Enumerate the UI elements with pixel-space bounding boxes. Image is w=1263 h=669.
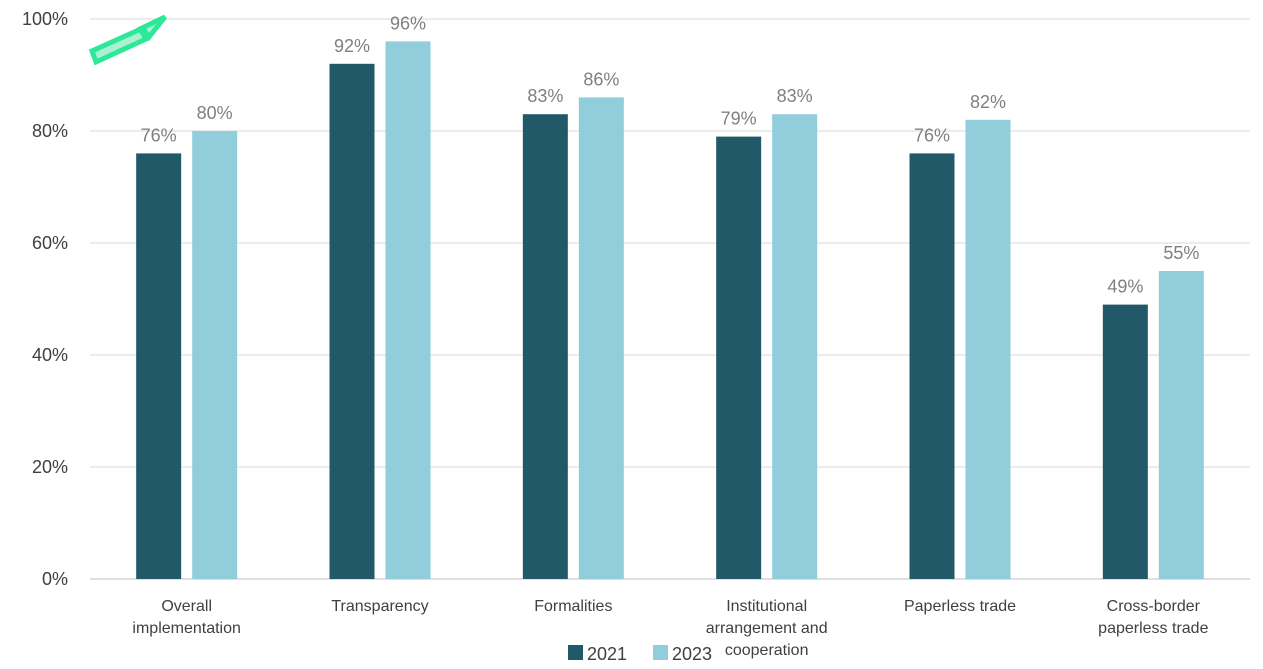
gridlines xyxy=(90,18,1250,580)
bar-2023-4 xyxy=(965,119,1011,580)
legend-swatch-2021 xyxy=(568,645,583,660)
data-label-2023-2: 86% xyxy=(583,69,619,89)
bar-2021-5 xyxy=(1102,304,1148,579)
y-tick-label: 100% xyxy=(22,9,68,29)
bars xyxy=(136,41,1204,580)
data-label-2021-4: 76% xyxy=(914,125,950,145)
bar-2023-3 xyxy=(772,114,818,579)
legend-label-2021: 2021 xyxy=(587,644,627,664)
data-label-2021-5: 49% xyxy=(1107,277,1143,297)
legend-label-2023: 2023 xyxy=(672,644,712,664)
data-label-2021-3: 79% xyxy=(721,109,757,129)
legend: 2021 2023 xyxy=(568,644,712,664)
bar-2023-0 xyxy=(192,131,238,579)
category-label: Overall xyxy=(161,598,212,615)
y-tick-label: 40% xyxy=(32,345,68,365)
bar-2023-1 xyxy=(385,41,431,579)
data-label-2023-5: 55% xyxy=(1163,243,1199,263)
category-label: Institutional xyxy=(726,598,807,615)
category-label: Paperless trade xyxy=(904,598,1016,615)
bar-2023-5 xyxy=(1158,271,1204,579)
y-axis-ticks: 0% 20% 40% 60% 80% 100% xyxy=(22,9,68,589)
bar-2021-2 xyxy=(522,114,568,579)
data-label-2023-0: 80% xyxy=(197,103,233,123)
legend-swatch-2023 xyxy=(653,645,668,660)
data-label-2023-3: 83% xyxy=(777,86,813,106)
x-axis-category-labels: Overall implementation Transparency Formali… xyxy=(132,598,1208,659)
category-label: Cross-border xyxy=(1107,598,1201,615)
trend-arrow-icon xyxy=(88,14,167,66)
data-label-2023-1: 96% xyxy=(390,13,426,33)
data-label-2021-2: 83% xyxy=(527,86,563,106)
bar-2023-2 xyxy=(578,97,624,580)
bar-2021-0 xyxy=(136,153,182,579)
category-label: Formalities xyxy=(534,598,612,615)
bar-2021-3 xyxy=(716,136,762,579)
bar-2021-4 xyxy=(909,153,955,579)
category-label: cooperation xyxy=(725,642,809,659)
y-tick-label: 60% xyxy=(32,233,68,253)
category-label: Transparency xyxy=(331,598,428,615)
y-tick-label: 0% xyxy=(42,569,68,589)
data-label-2021-1: 92% xyxy=(334,36,370,56)
bar-2021-1 xyxy=(329,63,375,580)
category-label: arrangement and xyxy=(706,620,828,637)
y-tick-label: 20% xyxy=(32,457,68,477)
category-label: paperless trade xyxy=(1098,620,1208,637)
data-label-2023-4: 82% xyxy=(970,92,1006,112)
y-tick-label: 80% xyxy=(32,121,68,141)
category-label: implementation xyxy=(132,620,241,637)
data-label-2021-0: 76% xyxy=(141,125,177,145)
data-labels: 76% 80% 92% 96% 83% 86% 79% 83% 76% 82% 49% 55% xyxy=(141,13,1200,296)
